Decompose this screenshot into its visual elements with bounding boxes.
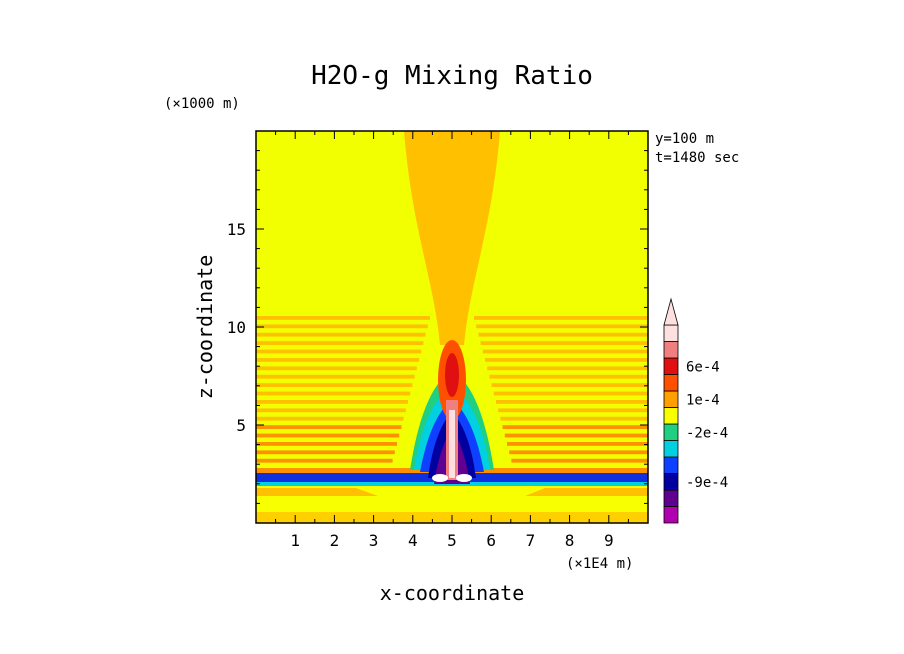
band-left <box>256 374 415 379</box>
colorbar-label: -2e-4 <box>686 425 728 441</box>
colorbar-swatch <box>663 324 679 342</box>
x-axis-unit: (×1E4 m) <box>566 556 633 572</box>
base-white-left <box>432 474 448 482</box>
band-right <box>509 450 648 455</box>
x-tick-labels: 1 2 3 4 5 6 7 8 9 <box>290 531 613 550</box>
colorbar-swatch <box>663 357 679 375</box>
band-right <box>498 408 648 413</box>
band-right <box>478 332 648 337</box>
band-right <box>476 324 648 329</box>
band-left <box>256 450 395 455</box>
band-left <box>256 391 411 396</box>
band-right <box>489 374 648 379</box>
y-axis-unit: (×1000 m) <box>164 96 240 112</box>
band-left <box>256 341 424 345</box>
band-left <box>256 349 422 354</box>
colorbar-swatch <box>663 423 679 441</box>
band-right <box>496 400 648 404</box>
band-left <box>256 316 430 320</box>
band-right <box>474 316 648 320</box>
band-left <box>256 458 393 463</box>
band-right <box>487 366 648 371</box>
y-tick-label: 15 <box>227 220 246 239</box>
band-right <box>511 458 648 463</box>
colorbar-label: 1e-4 <box>686 392 720 408</box>
y-tick-labels: 5 10 15 <box>227 220 246 435</box>
y-tick-label: 5 <box>236 416 246 435</box>
annotation-y: y=100 m <box>655 131 714 147</box>
colorbar-label: -9e-4 <box>686 475 728 491</box>
band-right <box>482 349 648 354</box>
band-left <box>256 442 397 446</box>
colorbar-swatch <box>663 440 679 458</box>
x-tick-label: 8 <box>565 531 575 550</box>
annotation-t: t=1480 sec <box>655 150 739 166</box>
band-right <box>507 442 648 446</box>
band-right <box>480 341 648 345</box>
horizontal-bands <box>256 316 648 463</box>
x-tick-label: 4 <box>408 531 418 550</box>
x-tick-label: 2 <box>330 531 340 550</box>
band-left <box>256 383 413 387</box>
colorbar-label: 6e-4 <box>686 359 720 375</box>
x-axis-label: x-coordinate <box>380 581 525 605</box>
x-tick-label: 6 <box>486 531 496 550</box>
band-left <box>256 366 417 371</box>
colorbar-swatch <box>663 341 679 359</box>
band-right <box>504 433 648 438</box>
band-left <box>256 324 428 329</box>
x-tick-label: 7 <box>526 531 536 550</box>
y-axis-label: z-coordinate <box>193 255 217 400</box>
x-tick-label: 3 <box>369 531 379 550</box>
y-tick-label: 10 <box>227 318 246 337</box>
bottom-rim <box>256 488 648 496</box>
colorbar-swatch <box>663 374 679 392</box>
band-right <box>502 425 648 429</box>
colorbar-arrow <box>663 297 679 326</box>
x-tick-label: 9 <box>604 531 614 550</box>
band-left <box>256 416 404 421</box>
axis-ticks <box>255 130 649 524</box>
band-left <box>256 425 402 429</box>
colorbar-swatch <box>663 473 679 491</box>
base-white-right <box>456 474 472 482</box>
x-tick-label: 5 <box>447 531 457 550</box>
band-right <box>493 391 648 396</box>
band-right <box>485 358 648 362</box>
chart-title: H2O-g Mixing Ratio <box>311 61 593 91</box>
colorbar-swatch <box>663 390 679 408</box>
colorbar: 6e-4 1e-4 -2e-4 -9e-4 <box>663 297 728 524</box>
band-left <box>256 400 408 404</box>
updraft-column-core <box>449 410 455 478</box>
colorbar-swatch <box>663 456 679 474</box>
band-left <box>256 358 419 362</box>
upper-plume <box>404 131 500 345</box>
band-right <box>491 383 648 387</box>
colorbar-swatch <box>663 407 679 425</box>
band-left <box>256 408 406 413</box>
band-left <box>256 433 400 438</box>
contour-field <box>256 131 648 523</box>
updraft-core-inner <box>445 353 459 397</box>
colorbar-swatch <box>663 506 679 524</box>
band-left <box>256 332 426 337</box>
colorbar-swatch <box>663 489 679 507</box>
band-right <box>500 416 648 421</box>
x-tick-label: 1 <box>290 531 300 550</box>
